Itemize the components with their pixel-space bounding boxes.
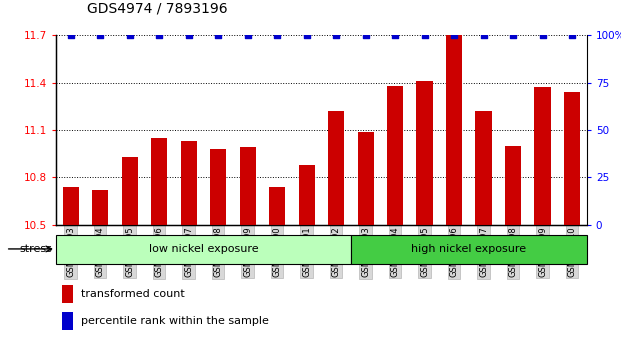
Bar [269, 187, 285, 225]
Bar [92, 190, 108, 225]
Point [420, 33, 430, 38]
Bar [210, 149, 226, 225]
Point [567, 33, 577, 38]
Bar [446, 35, 462, 225]
Text: transformed count: transformed count [81, 289, 184, 299]
Bar [476, 111, 492, 225]
Point [184, 33, 194, 38]
Point [361, 33, 371, 38]
Bar [387, 86, 403, 225]
Bar [564, 92, 580, 225]
Point [449, 33, 459, 38]
Point [272, 33, 282, 38]
Bar [505, 146, 521, 225]
Bar [299, 165, 315, 225]
Point [331, 33, 341, 38]
Text: GDS4974 / 7893196: GDS4974 / 7893196 [87, 2, 227, 16]
Bar [63, 187, 79, 225]
Bar [62, 313, 73, 330]
Point [302, 33, 312, 38]
Text: percentile rank within the sample: percentile rank within the sample [81, 316, 269, 326]
Point [66, 33, 76, 38]
Bar [417, 81, 433, 225]
FancyBboxPatch shape [56, 235, 351, 264]
Text: high nickel exposure: high nickel exposure [411, 244, 527, 254]
Point [125, 33, 135, 38]
Bar [181, 141, 197, 225]
Point [154, 33, 164, 38]
Point [213, 33, 223, 38]
Point [508, 33, 518, 38]
Text: low nickel exposure: low nickel exposure [148, 244, 258, 254]
Bar [151, 138, 167, 225]
Bar [240, 148, 256, 225]
Bar [122, 157, 138, 225]
Point [95, 33, 105, 38]
Point [390, 33, 400, 38]
Bar [535, 87, 551, 225]
Bar [358, 132, 374, 225]
Bar [62, 285, 73, 303]
FancyBboxPatch shape [351, 235, 587, 264]
Bar [328, 111, 344, 225]
Text: stress: stress [19, 244, 52, 254]
Point [479, 33, 489, 38]
Point [243, 33, 253, 38]
Point [538, 33, 548, 38]
